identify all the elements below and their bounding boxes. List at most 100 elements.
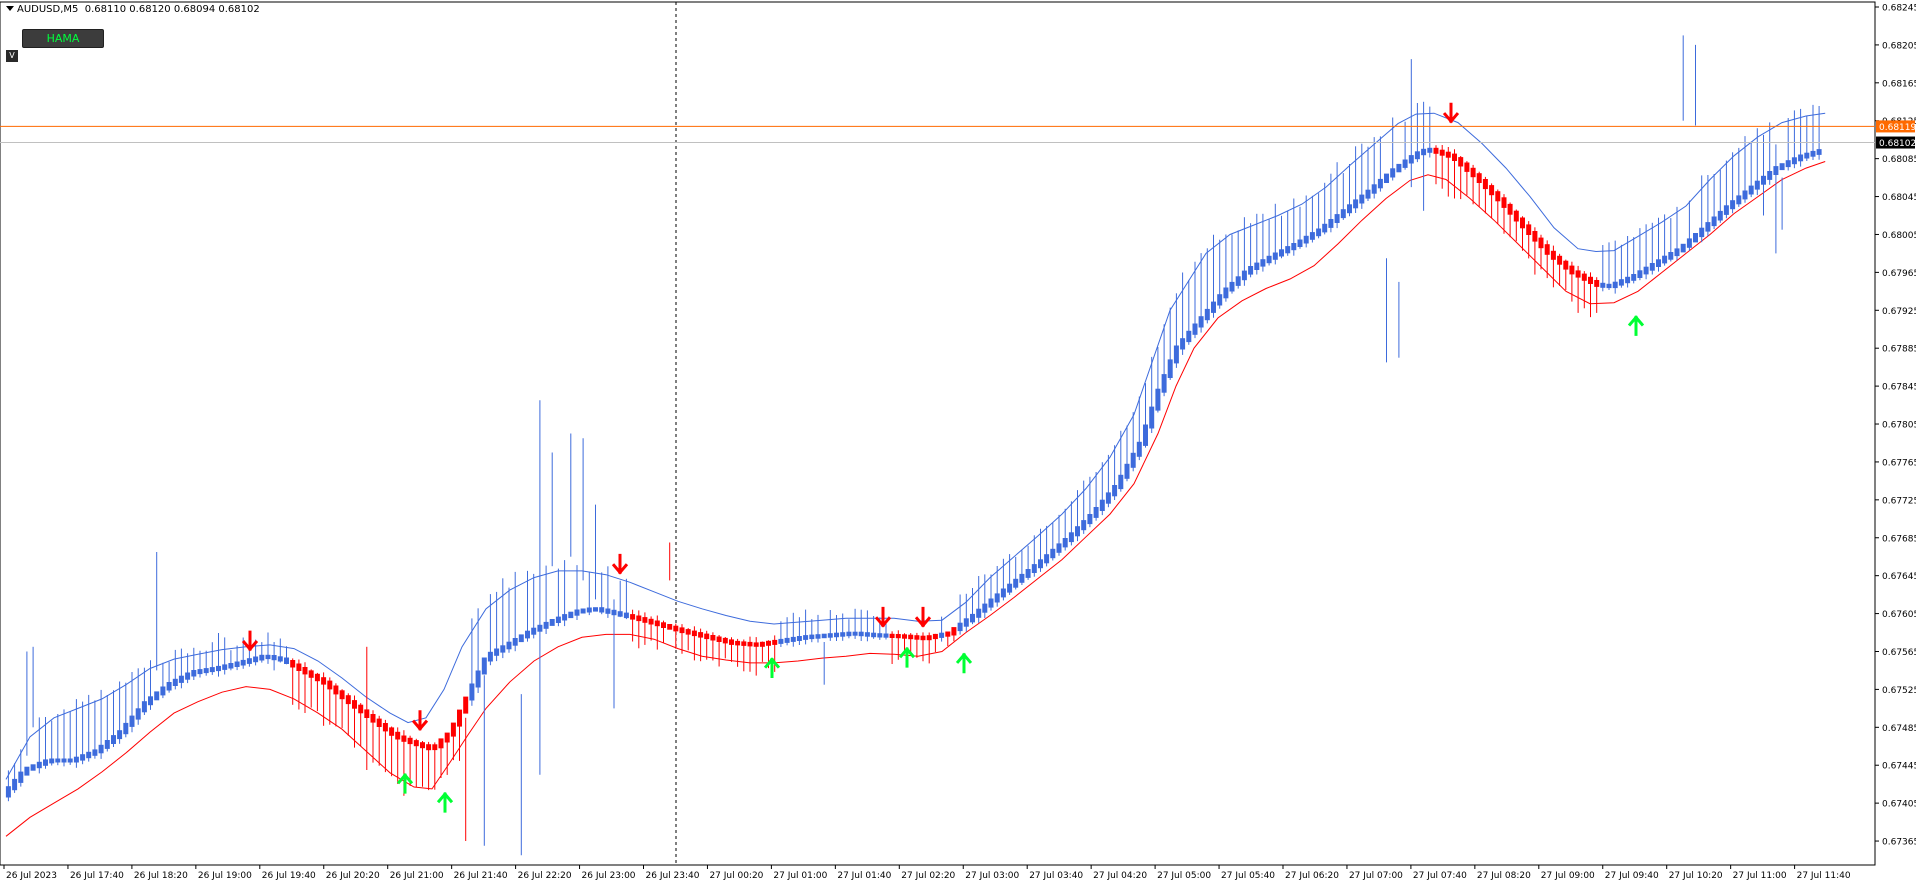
buy-arrow-icon [436, 792, 454, 813]
candle-body [599, 607, 605, 613]
axes: 0.682450.682050.681650.681250.680850.680… [3, 4, 1916, 881]
buy-arrow-icon [898, 647, 916, 668]
y-tick-label: 0.67565 [1882, 648, 1916, 658]
candle-body [135, 708, 141, 720]
candle-body [296, 663, 302, 671]
candle-body [722, 637, 728, 644]
candle-body [30, 764, 36, 771]
candle-body [253, 656, 259, 663]
candle-body [951, 627, 957, 636]
candle-body [1526, 224, 1532, 235]
buy-arrow-icon [763, 657, 781, 679]
candle-body [1377, 178, 1383, 189]
candle-body [413, 740, 419, 747]
y-tick-label: 0.68085 [1882, 155, 1916, 165]
candle-body [1544, 244, 1550, 255]
candle-body [982, 603, 988, 613]
candle-body [1600, 282, 1606, 288]
x-tick-label: 27 Jul 11:00 [1733, 871, 1787, 881]
candle-body [148, 696, 153, 706]
candle-body [49, 758, 55, 764]
candle-body [1476, 173, 1482, 183]
candle-body [525, 630, 530, 639]
v-button[interactable]: V [6, 50, 18, 62]
signal-arrows [241, 102, 1645, 813]
candle-body [444, 732, 450, 743]
candle-body [1328, 219, 1334, 228]
candle-body [216, 665, 221, 672]
candle-body [858, 631, 864, 637]
candle-body [160, 686, 166, 696]
x-tick-label: 27 Jul 00:20 [709, 871, 763, 881]
candle-body [1303, 235, 1309, 244]
candle-body [1532, 231, 1538, 242]
collapse-triangle-icon[interactable] [6, 6, 14, 11]
candle-body [1124, 463, 1130, 479]
x-tick-label: 26 Jul 23:40 [646, 871, 700, 881]
x-tick-label: 27 Jul 10:20 [1669, 871, 1723, 881]
candle-body [1408, 155, 1414, 164]
candle-body [1384, 173, 1389, 183]
candle-body [1656, 259, 1661, 267]
candle-body [1013, 578, 1019, 588]
candle-body [593, 607, 598, 612]
candle-body [895, 634, 901, 639]
y-tick-label: 0.67845 [1882, 383, 1916, 393]
candle-body [908, 634, 914, 640]
ask-price-tag-bg [1876, 120, 1915, 133]
candle-body [463, 696, 469, 714]
candle-body [333, 685, 339, 695]
candle-body [784, 637, 790, 643]
x-tick-label: 27 Jul 05:40 [1221, 871, 1275, 881]
candle-body [358, 704, 364, 714]
candle-body [840, 632, 846, 637]
candle-body [1402, 159, 1408, 168]
candle-body [1155, 388, 1161, 411]
candle-body [568, 611, 574, 619]
candle-body [352, 700, 357, 709]
hama-button[interactable]: HAMA [22, 29, 104, 48]
candle-body [586, 607, 592, 613]
x-tick-label: 27 Jul 04:20 [1093, 871, 1147, 881]
candle-body [753, 642, 759, 647]
candle-body [1241, 270, 1247, 281]
candle-body [1044, 554, 1050, 564]
candle-body [191, 670, 197, 677]
candle-body [370, 714, 376, 723]
y-tick-label: 0.68245 [1882, 4, 1916, 14]
candle-body [1025, 569, 1031, 578]
candle-body [636, 615, 642, 622]
candle-body [1513, 210, 1519, 222]
candle-body [1260, 259, 1266, 267]
candle-body [729, 639, 734, 645]
candle-body [389, 727, 395, 736]
candle-body [611, 609, 617, 616]
candle-body [1396, 163, 1402, 173]
candle-body [185, 672, 191, 680]
candle-body [1198, 316, 1204, 328]
candle-body [1167, 359, 1173, 378]
candle-body [92, 749, 98, 756]
candle-body [543, 621, 549, 629]
x-tick-label: 27 Jul 03:00 [965, 871, 1019, 881]
candle-body [1637, 270, 1643, 278]
candle-body [1557, 255, 1563, 265]
upper-band-line [5, 112, 1826, 780]
candle-body [1804, 152, 1810, 159]
candle-body [438, 738, 444, 749]
sell-arrow-icon [914, 606, 932, 628]
candle-body [1470, 167, 1476, 178]
candle-body [1798, 154, 1804, 162]
candle-body [704, 633, 710, 640]
candle-body [963, 618, 969, 627]
candle-body [1427, 147, 1433, 153]
candle-body [209, 667, 215, 673]
candle-body [302, 667, 308, 675]
candle-body [1767, 171, 1773, 180]
candle-body [1229, 281, 1235, 292]
candle-body [1711, 216, 1717, 227]
candle-body [1186, 330, 1192, 343]
candle-body [667, 624, 673, 630]
candle-body [178, 675, 184, 683]
